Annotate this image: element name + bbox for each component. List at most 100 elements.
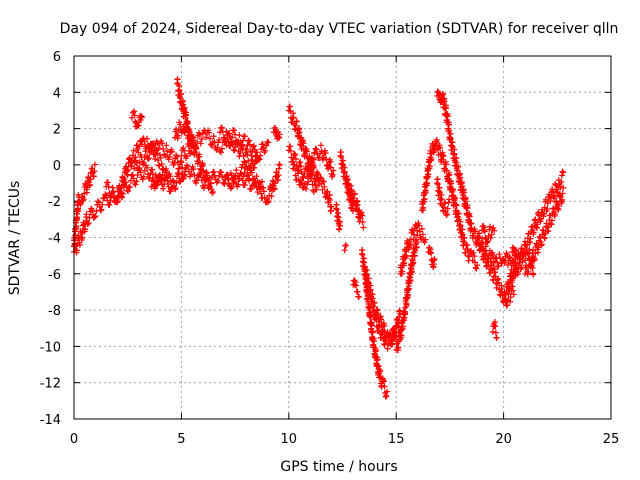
data-point-marker [491,227,498,234]
data-point-marker [225,138,232,145]
data-point-marker [560,184,567,191]
data-point-marker [384,345,391,352]
chart-title: Day 094 of 2024, Sidereal Day-to-day VTE… [60,21,619,37]
x-tick-label: 0 [70,432,78,447]
data-point-marker [120,181,127,188]
data-point-marker [453,159,460,166]
data-point-marker [392,323,399,330]
data-point-marker [146,149,153,156]
data-point-marker [262,147,269,154]
plot-frame [73,55,612,420]
data-point-marker [235,181,242,188]
data-point-marker [484,238,491,245]
data-point-marker [251,182,258,189]
data-point-marker [180,145,187,152]
data-point-marker [419,231,426,238]
data-point-marker [157,154,164,161]
data-point-marker [211,138,218,145]
data-point-marker [314,175,321,182]
data-point-marker [471,253,478,260]
series-s21 [341,242,350,254]
data-point-marker [484,239,491,246]
data-point-marker [371,338,378,345]
data-point-marker [400,317,407,324]
data-point-marker [291,161,298,168]
data-point-marker [91,161,98,168]
data-point-marker [237,150,244,157]
x-axis-label: GPS time / hours [280,459,397,475]
data-point-marker [167,188,174,195]
data-point-marker [199,161,206,168]
data-point-marker [330,167,337,174]
data-point-marker [559,168,566,175]
data-point-marker [464,205,471,212]
data-point-marker [401,259,408,266]
data-point-marker [300,174,307,181]
series-s35 [500,168,567,305]
series-s36 [522,184,567,278]
data-point-marker [193,144,200,151]
data-point-marker [311,178,318,185]
data-point-marker [312,145,319,152]
data-point-marker [173,153,180,160]
data-point-marker [481,228,488,235]
data-point-marker [552,211,559,218]
data-point-marker [534,249,541,256]
data-point-marker [398,332,405,339]
data-point-marker [248,169,255,176]
x-tick-label: 20 [495,432,512,447]
data-point-marker [176,165,183,172]
y-tick-label: -8 [48,304,61,319]
data-point-marker [308,175,315,182]
data-point-marker [244,166,251,173]
y-tick-label: 6 [53,50,61,65]
data-point-marker [403,301,410,308]
data-point-marker [371,299,378,306]
data-point-marker [241,169,248,176]
data-point-marker [149,166,156,173]
data-point-marker [379,326,386,333]
y-tick-label: 2 [53,123,61,138]
data-point-marker [444,205,451,212]
data-point-marker [190,134,197,141]
data-point-marker [259,141,266,148]
data-point-marker [244,151,251,158]
data-point-marker [210,133,217,140]
data-point-marker [268,193,275,200]
data-point-marker [218,169,225,176]
data-point-marker [559,190,566,197]
data-point-marker [196,153,203,160]
data-point-marker [103,192,110,199]
data-point-marker [133,160,140,167]
data-point-marker [313,146,320,153]
data-point-marker [114,198,121,205]
data-point-marker [125,188,132,195]
data-point-marker [275,172,282,179]
data-point-marker [468,220,475,227]
data-point-marker [448,180,455,187]
data-point-marker [133,178,140,185]
data-point-marker [504,302,511,309]
data-point-marker [176,87,183,94]
series-s28 [418,136,481,272]
data-point-marker [241,133,248,140]
data-point-marker [76,241,83,248]
data-point-marker [314,182,321,189]
data-point-marker [169,148,176,155]
data-point-marker [87,176,94,183]
data-point-marker [234,141,241,148]
data-point-marker [558,179,565,186]
data-point-marker [162,152,169,159]
data-point-marker [548,189,555,196]
data-point-marker [472,228,479,235]
data-point-marker [410,236,417,243]
data-point-marker [555,203,562,210]
data-point-marker [313,186,320,193]
data-point-marker [311,149,318,156]
data-point-marker [130,175,137,182]
data-point-marker [304,181,311,188]
data-point-marker [495,279,502,286]
data-point-marker [525,268,532,275]
data-point-marker [231,147,238,154]
data-point-marker [300,140,307,147]
